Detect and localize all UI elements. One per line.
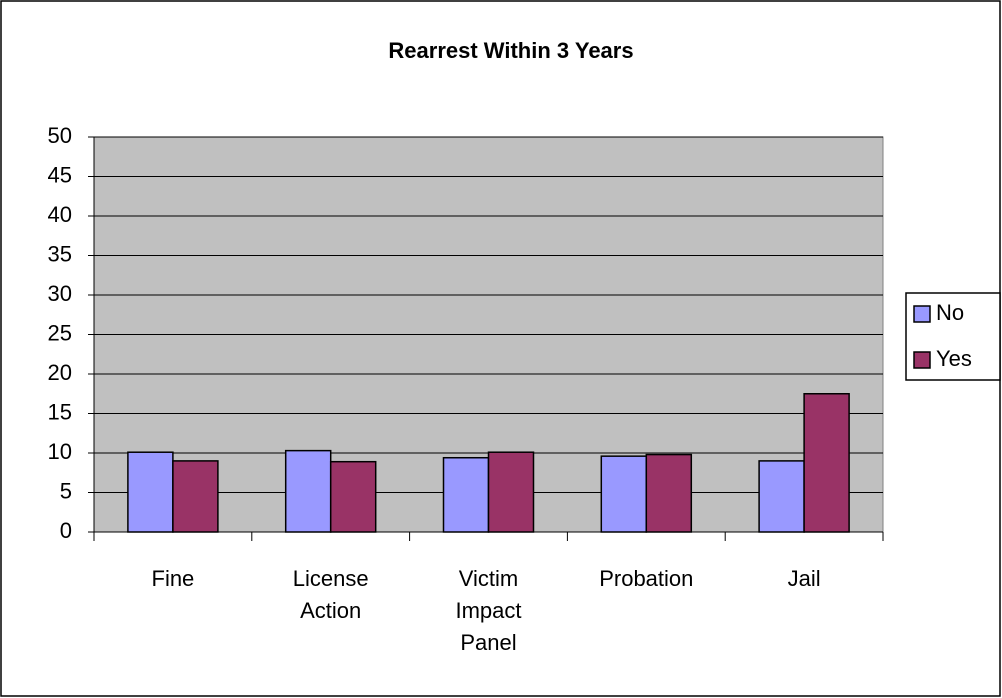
bar (645, 453, 693, 533)
bar (329, 460, 377, 533)
x-tick-label: Jail (788, 566, 821, 591)
bar (172, 460, 219, 533)
bar (284, 449, 332, 533)
legend-swatch (913, 351, 931, 369)
bar (127, 451, 174, 533)
y-tick-label: 15 (48, 399, 72, 424)
y-tick-label: 0 (60, 518, 72, 543)
y-tick-label: 45 (48, 162, 72, 187)
y-tick-label: 10 (48, 439, 72, 464)
y-tick-label: 25 (48, 320, 72, 345)
y-tick-label: 20 (48, 360, 72, 385)
x-tick-label: Victim Impact Panel (455, 566, 521, 655)
legend-label: No (936, 300, 964, 325)
chart-title: Rearrest Within 3 Years (388, 38, 633, 63)
legend-swatch (913, 305, 931, 323)
y-tick-label: 35 (48, 241, 72, 266)
bar (803, 393, 850, 533)
x-tick-label: License Action (293, 566, 369, 623)
y-tick-label: 5 (60, 478, 72, 503)
x-tick-label: Fine (152, 566, 195, 591)
bar (442, 456, 490, 533)
bar (600, 455, 648, 533)
y-tick-label: 30 (48, 281, 72, 306)
legend-label: Yes (936, 346, 972, 371)
y-tick-label: 40 (48, 202, 72, 227)
x-tick-label: Probation (599, 566, 693, 591)
bar (758, 460, 805, 533)
bar (487, 451, 535, 533)
y-tick-label: 50 (48, 123, 72, 148)
